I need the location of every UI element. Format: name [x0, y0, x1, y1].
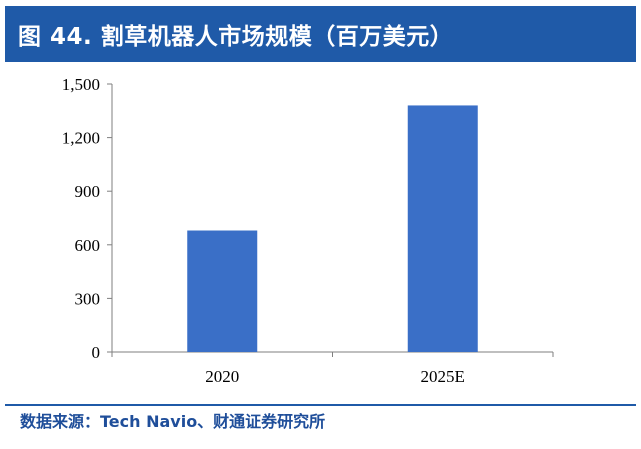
y-tick-label: 900 [75, 182, 101, 201]
source-divider [5, 404, 636, 406]
y-tick-label: 0 [92, 343, 101, 362]
x-tick-label: 2025E [421, 367, 465, 386]
chart-area: 0 300 600 900 1,200 1,500 2020 2025E [0, 62, 641, 402]
figure-title-bar: 图 44. 割草机器人市场规模（百万美元） [5, 6, 636, 62]
source-note: 数据来源：Tech Navio、财通证券研究所 [20, 412, 326, 431]
bar-chart: 0 300 600 900 1,200 1,500 2020 2025E [62, 75, 554, 386]
x-tick-label: 2020 [205, 367, 239, 386]
figure-title: 图 44. 割草机器人市场规模（百万美元） [18, 24, 454, 50]
y-tick-label: 1,200 [62, 129, 100, 148]
y-tick-label: 1,500 [62, 75, 100, 94]
bar-2025e [407, 105, 478, 352]
bar-2020 [187, 230, 258, 352]
y-tick-label: 600 [75, 236, 101, 255]
y-tick-label: 300 [75, 289, 101, 308]
